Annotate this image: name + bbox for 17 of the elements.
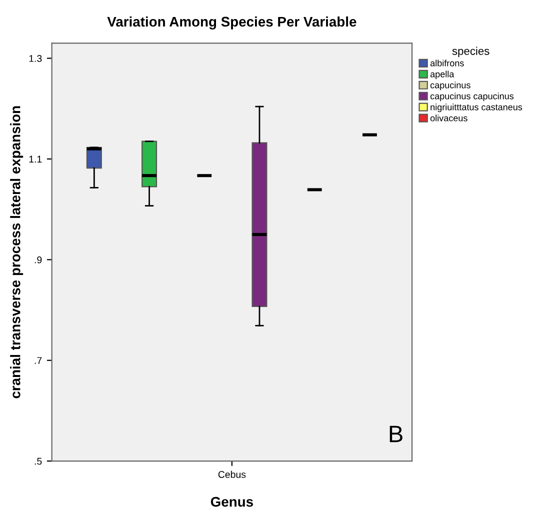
x-axis-title: Genus	[210, 496, 253, 507]
y-tick-label: .9	[34, 256, 42, 264]
annotation: B	[390, 426, 402, 442]
legend-label: albifrons	[430, 60, 464, 66]
y-axis-title: cranial transverse process lateral expansion	[10, 106, 24, 398]
chart-title: Variation Among Species Per Variable	[107, 16, 356, 30]
legend-title: species	[452, 46, 490, 58]
y-tick-label: 1.3	[29, 55, 42, 62]
y-tick-label: .7	[34, 357, 42, 364]
legend-label: capucinus capucinus	[430, 92, 514, 102]
legend-label: capucinus	[430, 82, 470, 90]
legend-label: nigriuitttatus castaneus	[430, 104, 522, 112]
y-tick-label: .5	[34, 458, 42, 465]
legend-label: apella	[430, 70, 454, 80]
x-tick-label: Cebus	[218, 470, 246, 478]
legend-label: olivaceus	[430, 114, 468, 122]
y-tick-label: 1.1	[29, 156, 42, 162]
